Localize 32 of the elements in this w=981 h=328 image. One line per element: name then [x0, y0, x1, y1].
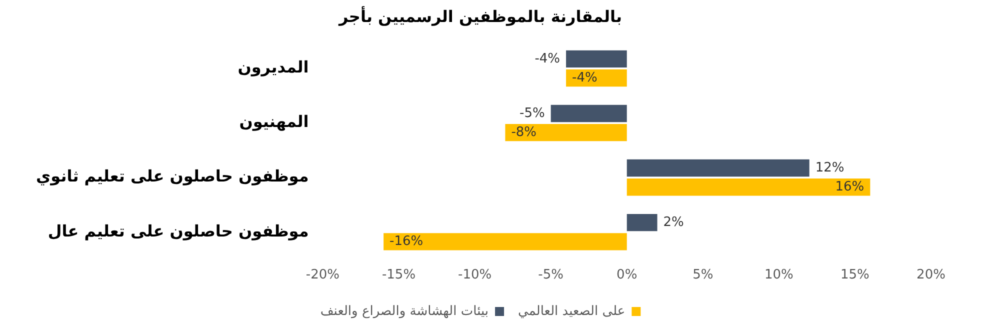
x-tick-label: 20%: [916, 268, 946, 283]
data-label: -4%: [534, 51, 560, 66]
chart-title: بالمقارنة بالموظفين الرسميين بأجر: [338, 6, 622, 26]
bar: [626, 214, 658, 232]
data-label: 16%: [835, 179, 864, 194]
bar: [384, 233, 627, 250]
bar: [550, 104, 627, 122]
y-tick-label: موظفون حاصلون على تعليم ثانوي: [36, 166, 309, 186]
y-tick-label: موظفون حاصلون على تعليم عال: [48, 221, 309, 240]
y-tick-label: المديرون: [238, 58, 309, 77]
x-tick-label: -5%: [538, 268, 564, 283]
data-label: 2%: [663, 214, 684, 230]
x-tick-label: -15%: [382, 268, 416, 283]
bar: [626, 178, 870, 196]
x-tick-label: 0%: [616, 268, 638, 283]
data-label: 12%: [815, 160, 844, 176]
data-label: -16%: [390, 234, 424, 250]
y-tick-label: المهنيون: [239, 112, 309, 132]
x-tick-label: 10%: [764, 268, 794, 283]
x-tick-label: -10%: [458, 268, 492, 283]
data-label: -5%: [520, 106, 545, 121]
bar: [566, 50, 627, 68]
legend-label: بيئات الهشاشة والصراع والعنف: [320, 304, 489, 319]
x-tick-label: -20%: [306, 268, 340, 283]
bar: [626, 159, 810, 177]
bar: [566, 69, 627, 87]
bar: [505, 124, 627, 142]
x-tick-label: 5%: [692, 268, 714, 283]
data-label: -8%: [511, 124, 537, 140]
legend-label: على الصعيد العالمي: [518, 304, 626, 319]
data-label: -4%: [572, 70, 598, 86]
x-tick-label: 15%: [840, 268, 870, 283]
